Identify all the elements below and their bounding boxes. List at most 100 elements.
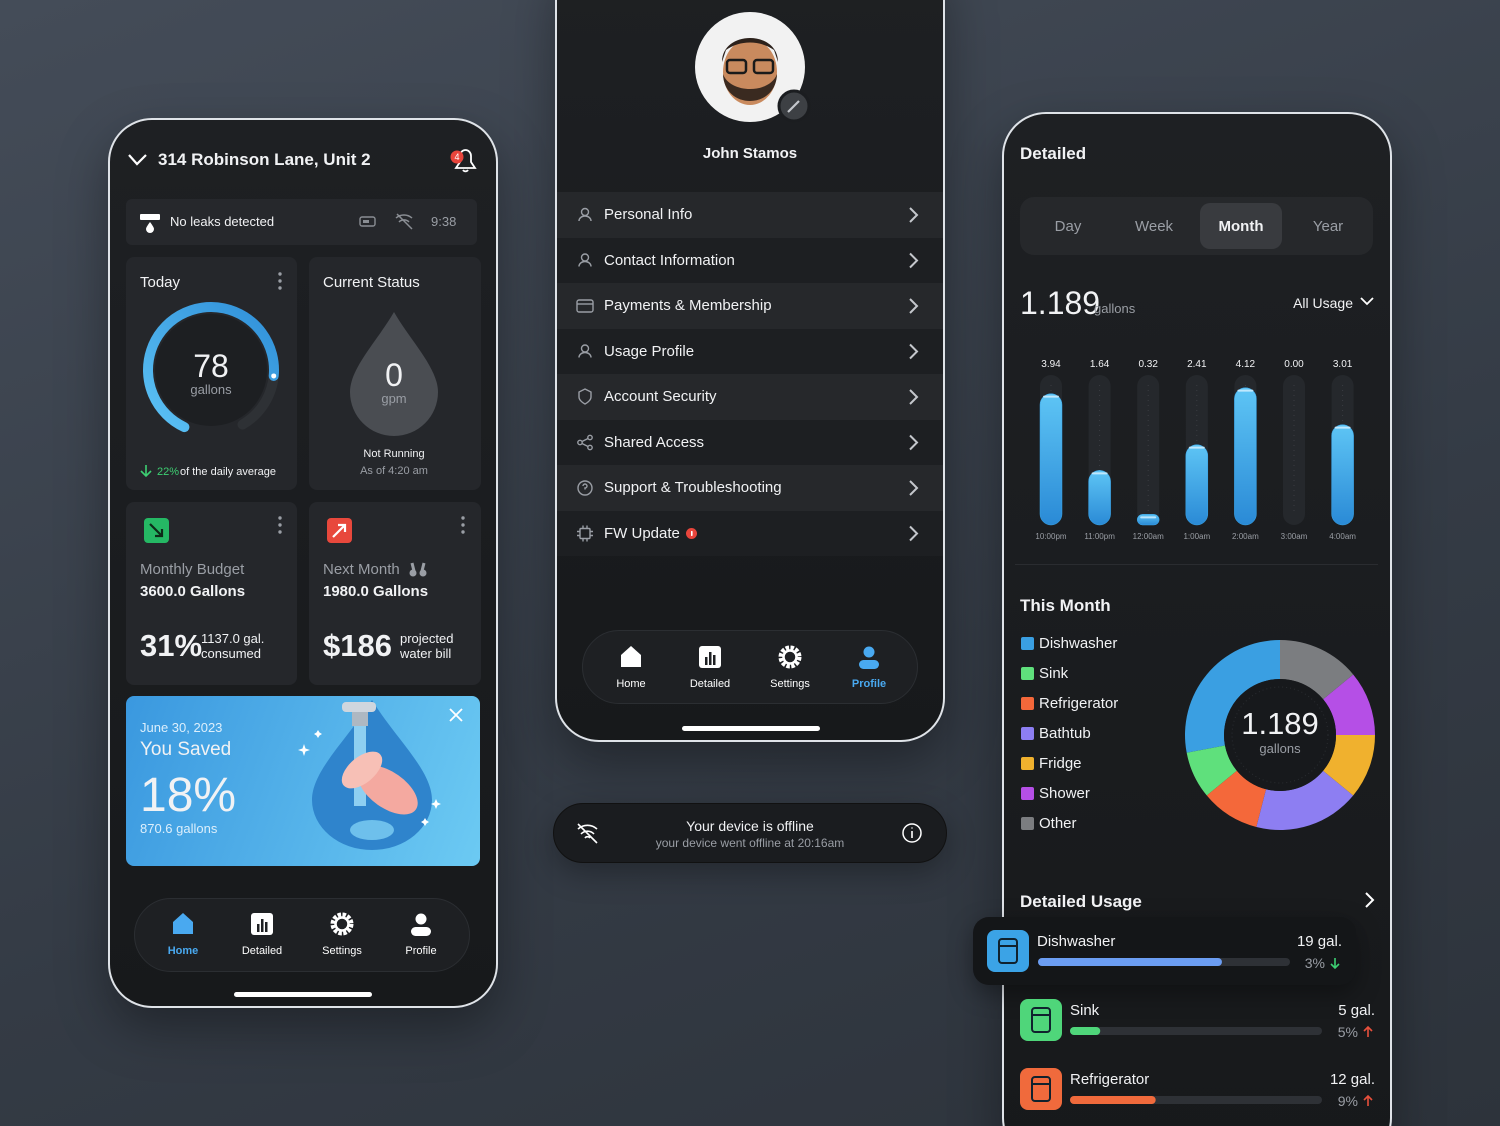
banner-amount: 870.6 gallons: [140, 821, 218, 836]
nav-icon: [261, 919, 264, 932]
bar-category-label: 4:00am: [1329, 532, 1356, 541]
menu-row[interactable]: [557, 283, 943, 329]
menu-icon: [577, 525, 593, 542]
nav-label[interactable]: Home: [167, 945, 199, 957]
card-amount: 1980.0 Gallons: [323, 583, 429, 600]
banner-date: June 30, 2023: [140, 720, 223, 735]
legend-swatch: [1021, 817, 1034, 830]
faucet: [342, 702, 376, 712]
legend-swatch: [1021, 697, 1034, 710]
menu-icon: [578, 260, 592, 267]
progress-fill: [1070, 1096, 1156, 1104]
badge-count: 4: [454, 152, 459, 162]
appliance-name: Refrigerator: [1070, 1071, 1150, 1088]
menu-row[interactable]: [557, 419, 943, 465]
legend-label: Sink: [1039, 665, 1069, 682]
bar-category-label: 3:00am: [1280, 532, 1308, 541]
nav-icon: [778, 645, 802, 669]
avatar-glasses: [725, 58, 748, 75]
menu-icon: [577, 439, 583, 446]
menu-row[interactable]: [557, 465, 943, 511]
battery-icon: [363, 220, 369, 223]
bar-cap: [1188, 446, 1205, 449]
usage-filter[interactable]: All Usage: [1293, 295, 1353, 311]
nav-label[interactable]: Profile: [851, 678, 887, 690]
nav-label[interactable]: Home: [616, 678, 646, 690]
active-tab: [1200, 203, 1282, 249]
trend-arrow: [1363, 1025, 1373, 1037]
chevron: [909, 298, 919, 314]
bar-cap: [1091, 472, 1108, 475]
section-title: Detailed Usage: [1020, 892, 1142, 911]
more-dot: [278, 286, 282, 290]
badge: [450, 150, 464, 164]
legend-label: Bathtub: [1039, 725, 1091, 742]
card-amount: 3600.0 Gallons: [140, 583, 246, 600]
legend-label: Fridge: [1039, 755, 1082, 772]
nav-label[interactable]: Settings: [770, 678, 810, 690]
more-dot: [278, 523, 282, 527]
menu-icon: [587, 434, 593, 441]
change-percent: 22%: [157, 466, 180, 478]
menu-icon: [578, 351, 592, 358]
bar-value-label: 3.94: [1041, 359, 1061, 370]
status-bar: [126, 199, 477, 245]
chevron: [909, 207, 919, 223]
change-percent: 3%: [1304, 955, 1325, 971]
menu-row[interactable]: [557, 328, 943, 374]
menu-label: Shared Access: [604, 433, 705, 451]
nav-label[interactable]: Profile: [405, 945, 437, 957]
binoculars-icon: [419, 569, 427, 577]
donut-unit: gallons: [1259, 741, 1301, 756]
sparkle: [314, 730, 322, 738]
appliance-glyph: [1031, 1076, 1051, 1102]
menu-row[interactable]: [557, 374, 943, 420]
bar-value-label: 2.41: [1187, 359, 1207, 370]
bar-cap: [1334, 426, 1351, 429]
menu-label: Account Security: [604, 388, 717, 405]
menu-icon: [577, 480, 593, 496]
tab[interactable]: Month: [1218, 218, 1264, 235]
close-icon: [449, 708, 463, 722]
donut-segment: [1185, 640, 1280, 753]
appliance-name: Dishwasher: [1037, 933, 1116, 950]
alert-badge: [685, 527, 697, 539]
menu-row[interactable]: [557, 192, 943, 238]
tab-group: [1020, 197, 1373, 255]
bar-cap: [1043, 395, 1059, 398]
budget-percent: 31%: [140, 628, 203, 663]
nav-label[interactable]: Settings: [322, 945, 362, 957]
menu-row[interactable]: [557, 510, 943, 556]
nav-label[interactable]: Detailed: [241, 945, 283, 957]
menu-icon: [582, 483, 588, 490]
tab[interactable]: Day: [1054, 218, 1082, 235]
menu-icon: [576, 299, 594, 313]
chevron: [909, 434, 919, 451]
offline-toast: [553, 803, 947, 863]
section-title: This Month: [1020, 596, 1111, 615]
appliance-glyph: [1031, 1007, 1051, 1033]
chevron: [909, 252, 919, 269]
bar-category-label: 12:00am: [1132, 532, 1164, 541]
bar: [1185, 444, 1209, 526]
status-time: 9:38: [431, 214, 457, 229]
bar-value-label: 0.00: [1284, 359, 1304, 370]
tab[interactable]: Week: [1134, 218, 1174, 235]
leak-icon: [146, 222, 154, 233]
banner-title: You Saved: [140, 739, 232, 760]
progress-track: [1070, 1027, 1322, 1035]
faucet: [352, 712, 368, 726]
bar-cap: [1237, 389, 1254, 392]
gauge-value: 78: [193, 348, 229, 384]
home-indicator: [682, 726, 820, 731]
tab[interactable]: Year: [1312, 218, 1344, 235]
donut-segment: [1323, 735, 1375, 796]
menu-label: Support & Troubleshooting: [604, 479, 782, 496]
more-dot: [278, 272, 282, 276]
menu-row[interactable]: [557, 237, 943, 283]
nav-icon: [334, 916, 350, 932]
nav-label[interactable]: Detailed: [689, 678, 731, 690]
